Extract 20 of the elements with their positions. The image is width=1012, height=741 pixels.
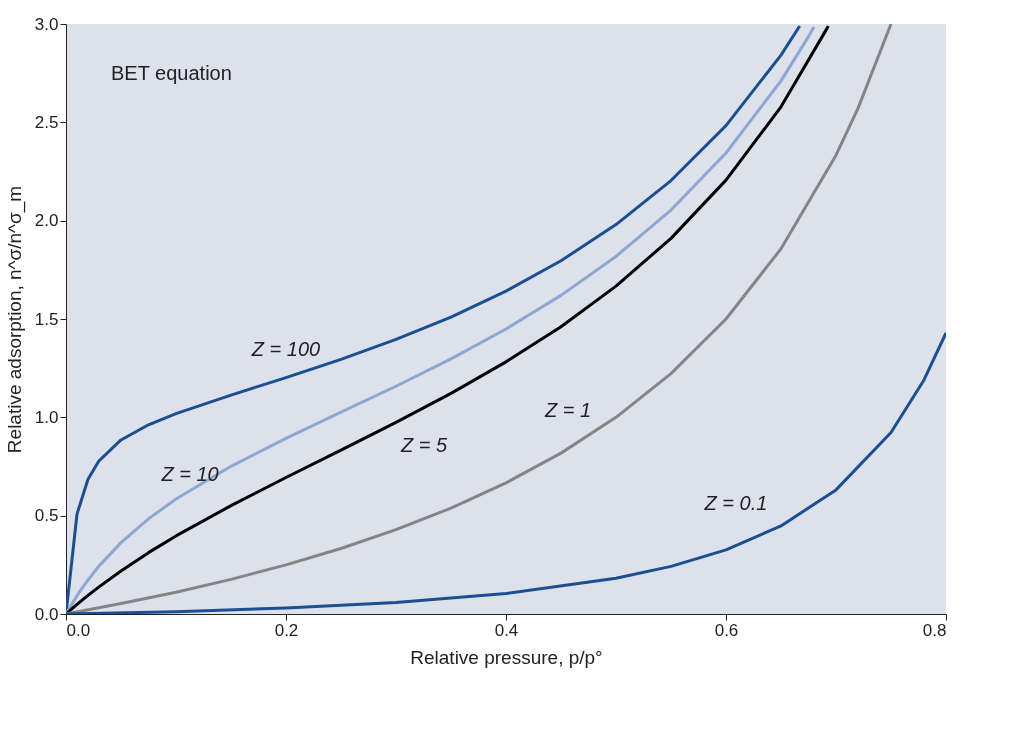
y-tick-label: 2.0 — [34, 211, 59, 231]
annotation: Z = 10 — [160, 462, 219, 485]
x-tick-label: 0.8 — [922, 620, 947, 640]
annotation: Z = 5 — [399, 434, 448, 457]
annotation: BET equation — [111, 62, 232, 84]
x-tick-label: 0.0 — [66, 620, 91, 640]
x-tick-label: 0.6 — [714, 620, 739, 640]
y-axis-title: Relative adsorption, n^σ/n^σ_m — [3, 185, 26, 454]
x-axis-title: Relative pressure, p/p° — [410, 646, 603, 668]
x-tick-label: 0.4 — [494, 620, 519, 640]
x-tick-label: 0.2 — [274, 620, 299, 640]
y-tick-label: 3.0 — [34, 14, 59, 34]
y-tick-label: 1.5 — [34, 309, 59, 329]
annotation: Z = 1 — [543, 399, 592, 422]
annotation: Z = 100 — [250, 338, 321, 360]
y-tick-label: 2.5 — [34, 112, 59, 132]
y-tick-label: 0.5 — [34, 506, 59, 526]
y-tick-label: 0.0 — [34, 604, 59, 624]
y-tick-label: 1.0 — [34, 407, 59, 427]
annotation: Z = 0.1 — [703, 491, 768, 514]
